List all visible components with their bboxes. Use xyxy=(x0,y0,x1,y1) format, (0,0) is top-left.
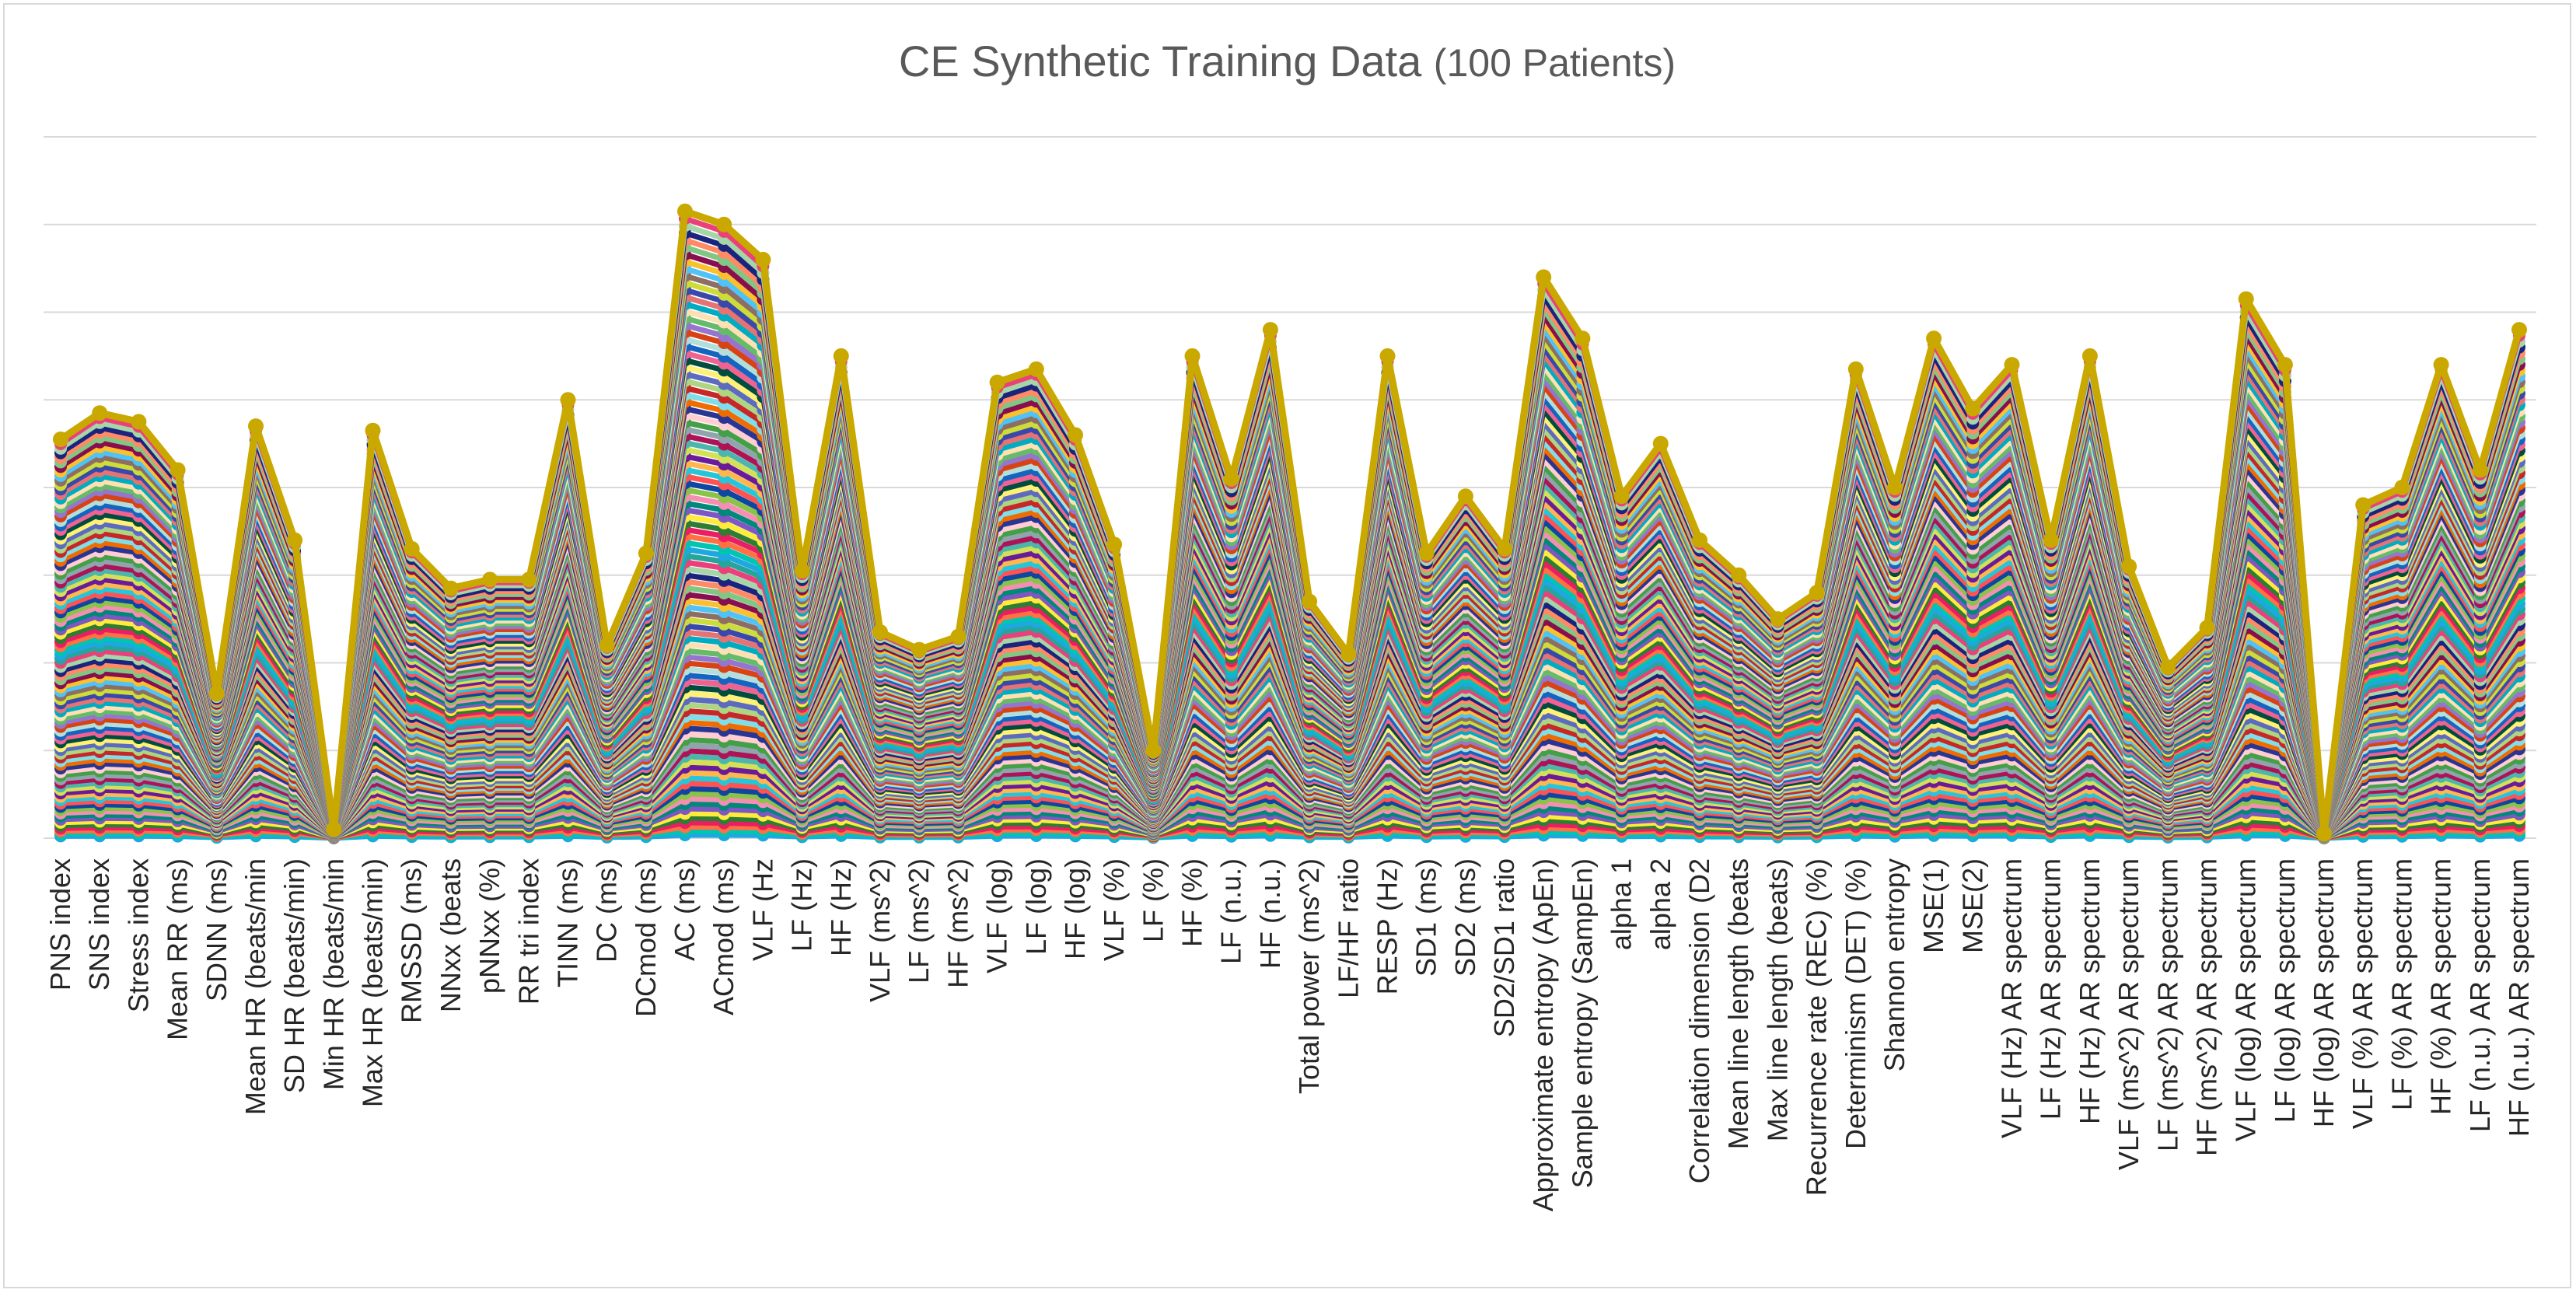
chart-title: CE Synthetic Training Data (100 Patients… xyxy=(5,36,2570,86)
chart-title-main: CE Synthetic Training Data xyxy=(898,37,1422,86)
chart-subtitle: (100 Patients) xyxy=(1433,41,1676,85)
series-lines xyxy=(53,203,2527,844)
